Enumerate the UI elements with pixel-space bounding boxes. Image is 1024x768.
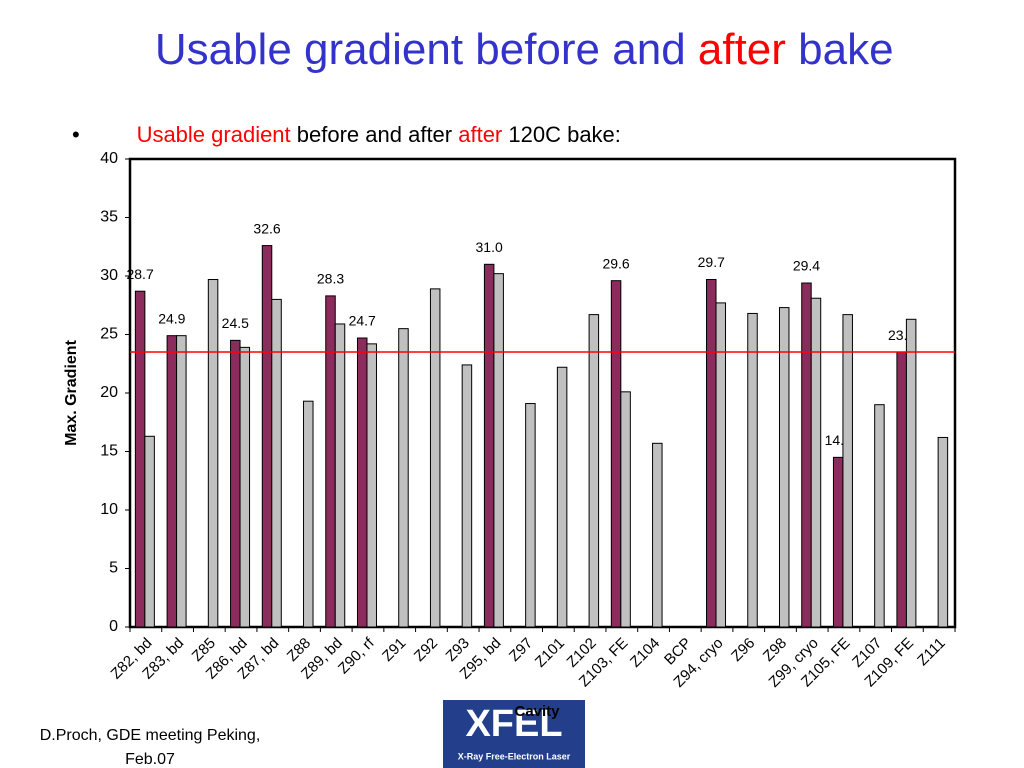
y-axis-label: Max. Gradient xyxy=(63,339,80,445)
bar xyxy=(652,442,663,628)
bar xyxy=(230,339,241,628)
bar xyxy=(778,307,790,628)
bar xyxy=(525,403,536,628)
y-tick-label: 20 xyxy=(100,384,118,401)
y-tick-label: 35 xyxy=(100,209,118,226)
bar xyxy=(325,295,336,628)
y-tick-label: 40 xyxy=(100,150,118,167)
bar xyxy=(166,335,178,628)
title-part: bake xyxy=(786,25,894,74)
bar xyxy=(801,282,812,628)
bar xyxy=(398,328,409,628)
bar xyxy=(896,351,907,628)
bar xyxy=(483,263,495,628)
bar xyxy=(937,436,949,628)
value-label: 28.3 xyxy=(317,271,344,287)
value-label: 28.7 xyxy=(126,266,153,282)
bar xyxy=(874,404,885,628)
value-label: 32.6 xyxy=(253,220,280,236)
bar xyxy=(271,298,282,628)
value-label: 31.0 xyxy=(476,239,503,255)
bar xyxy=(134,290,146,628)
bar xyxy=(842,314,853,628)
logo: XFEL X-Ray Free-Electron Laser xyxy=(443,700,585,768)
slide-title: Usable gradient before and after bake xyxy=(94,25,931,74)
logo-title: XFEL xyxy=(465,703,562,745)
value-label: 29.6 xyxy=(602,255,629,271)
bar xyxy=(334,323,346,628)
value-label: 29.4 xyxy=(793,258,820,274)
bar xyxy=(610,280,622,628)
y-tick-label: 30 xyxy=(100,267,118,284)
value-label: 24.7 xyxy=(349,313,376,329)
bar xyxy=(429,288,441,628)
bar xyxy=(706,279,717,628)
footer-line: Feb.07 xyxy=(125,751,175,768)
bullet-part: 120C bake: xyxy=(502,122,621,147)
value-label: 24.9 xyxy=(158,310,185,326)
x-tick-label: Z96 xyxy=(728,635,758,665)
bar xyxy=(747,312,758,628)
value-label: 29.7 xyxy=(698,254,725,270)
bar xyxy=(493,273,504,628)
x-tick-label: Z91 xyxy=(379,635,409,665)
logo-box xyxy=(443,700,585,768)
bar xyxy=(715,302,727,628)
x-axis-label: Cavity xyxy=(514,703,560,720)
bar xyxy=(239,346,251,628)
bar xyxy=(588,314,600,628)
x-tick-label: Z90, rf xyxy=(335,634,378,677)
x-tick-label: Z111 xyxy=(914,635,949,670)
bar xyxy=(461,364,473,628)
x-tick-label: Z97 xyxy=(506,635,536,665)
bar xyxy=(620,391,631,628)
bar xyxy=(261,245,273,628)
bullet-part: before and after xyxy=(291,122,459,147)
bullet-part: Usable gradient xyxy=(137,122,291,147)
y-tick-label: 15 xyxy=(100,443,118,460)
value-label: 24.5 xyxy=(222,315,249,331)
bar xyxy=(832,456,844,628)
bar xyxy=(905,318,917,628)
y-tick-label: 0 xyxy=(109,618,118,635)
bullet-dot: • xyxy=(72,122,80,147)
y-tick-label: 10 xyxy=(100,501,118,518)
title-part: after xyxy=(698,25,786,74)
bar xyxy=(366,343,377,628)
bar xyxy=(356,337,368,628)
bar xyxy=(303,400,314,628)
bullet-part: after xyxy=(458,122,502,147)
y-tick-label: 5 xyxy=(109,560,118,577)
x-tick-label: Z92 xyxy=(411,635,441,665)
footer-line: D.Proch, GDE meeting Peking, xyxy=(40,727,261,744)
title-part: Usable gradient before and xyxy=(155,25,698,74)
bar xyxy=(810,297,822,628)
bar xyxy=(207,279,219,628)
x-tick-label: Z104 xyxy=(627,635,663,671)
logo-subtitle: X-Ray Free-Electron Laser xyxy=(458,751,571,761)
bar xyxy=(556,366,568,628)
y-tick-label: 25 xyxy=(100,326,118,343)
bar xyxy=(144,435,155,628)
x-tick-label: Z101 xyxy=(532,635,568,671)
bullet-text: Usable gradient before and after after 1… xyxy=(106,122,639,147)
bar xyxy=(176,335,187,628)
